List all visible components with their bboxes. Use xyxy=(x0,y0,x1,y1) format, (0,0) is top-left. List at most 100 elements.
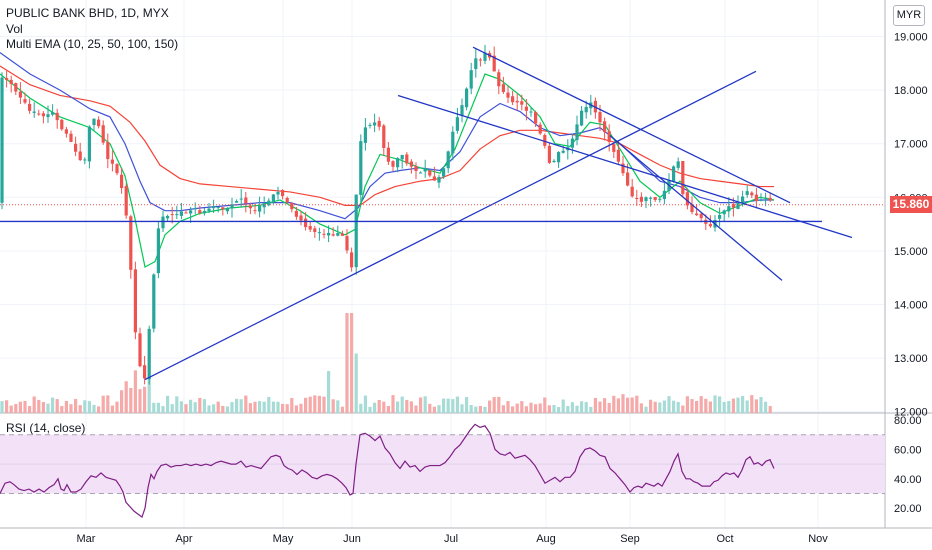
price-tick-label: 17.000 xyxy=(894,139,928,151)
volume-bar xyxy=(465,397,469,413)
volume-bar xyxy=(115,401,119,413)
volume-bar xyxy=(161,406,165,413)
volume-bar xyxy=(649,399,653,413)
rsi-legend[interactable]: RSI (14, close) xyxy=(6,421,86,435)
candle-body xyxy=(534,112,538,124)
volume-bar xyxy=(87,401,91,413)
candle-body xyxy=(658,198,662,200)
volume-bar xyxy=(396,401,400,413)
volume-bar xyxy=(202,399,206,413)
volume-bar xyxy=(727,401,731,413)
candle-body xyxy=(106,142,110,160)
candle-body xyxy=(695,213,699,216)
price-tick-label: 18.000 xyxy=(894,85,928,97)
candle-body xyxy=(699,213,703,219)
candle-body xyxy=(299,215,303,221)
candle-body xyxy=(451,131,455,154)
volume-bar xyxy=(156,402,160,413)
candle-body xyxy=(115,164,119,174)
candle-body xyxy=(313,228,317,233)
candle-body xyxy=(244,197,248,204)
volume-bar xyxy=(437,405,441,413)
candle-body xyxy=(727,206,731,212)
candle-body xyxy=(423,168,427,172)
volume-bar xyxy=(529,402,533,413)
volume-bar xyxy=(276,401,280,413)
candle-body xyxy=(331,234,335,236)
candle-body xyxy=(221,207,225,210)
volume-bar xyxy=(713,395,717,413)
volume-bar xyxy=(258,401,262,413)
candle-body xyxy=(377,120,381,127)
candle-body xyxy=(143,365,147,379)
volume-bar xyxy=(685,396,689,413)
candle-body xyxy=(97,119,101,127)
candle-body xyxy=(133,269,137,333)
candle-body xyxy=(308,226,312,230)
volume-bar xyxy=(69,404,73,413)
candle-body xyxy=(120,174,124,189)
candle-body xyxy=(483,52,487,61)
volume-bar xyxy=(147,375,151,413)
volume-bar xyxy=(239,399,243,413)
volume-bar xyxy=(584,402,588,413)
candle-body xyxy=(741,196,745,204)
volume-bar xyxy=(409,401,413,413)
volume-bar xyxy=(750,395,754,413)
volume-bar xyxy=(419,397,423,413)
volume-bar xyxy=(184,404,188,413)
volume-bar xyxy=(83,400,87,413)
volume-bar xyxy=(248,403,252,413)
volume-bar xyxy=(552,405,556,413)
candle-body xyxy=(469,70,473,89)
volume-bar xyxy=(741,396,745,413)
candle-body xyxy=(161,216,165,229)
volume-bar xyxy=(64,401,68,413)
volume-bar xyxy=(511,406,515,413)
volume-bar xyxy=(667,396,671,413)
candle-body xyxy=(230,204,234,209)
candle-body xyxy=(676,161,680,168)
candle-body xyxy=(478,59,482,61)
volume-bar xyxy=(497,396,501,413)
candle-body xyxy=(9,79,13,85)
volume-bar xyxy=(166,395,170,413)
volume-bar xyxy=(690,399,694,413)
vol-legend[interactable]: Vol xyxy=(6,21,23,36)
volume-bar xyxy=(262,401,266,413)
volume-bar xyxy=(644,406,648,413)
trendline xyxy=(397,94,853,239)
volume-bar xyxy=(207,405,211,413)
candle-body xyxy=(759,199,763,201)
last-price-tag: 15.860 xyxy=(890,196,932,213)
candle-body xyxy=(41,113,45,117)
candle-body xyxy=(455,117,459,131)
candle-body xyxy=(626,172,630,186)
candle-body xyxy=(225,208,229,212)
ema-legend[interactable]: Multi EMA (10, 25, 50, 100, 150) xyxy=(6,37,179,51)
currency-button[interactable]: MYR xyxy=(893,5,925,26)
candle-body xyxy=(644,197,648,202)
volume-bar xyxy=(718,396,722,413)
volume-bar xyxy=(566,405,570,413)
price-tick-label: 12.000 xyxy=(894,407,928,419)
volume-bar xyxy=(405,399,409,413)
candle-body xyxy=(363,127,367,143)
candle-body xyxy=(653,196,657,200)
candle-body xyxy=(442,168,446,177)
volume-bar xyxy=(92,404,96,413)
volume-bar xyxy=(676,401,680,413)
volume-bar xyxy=(271,401,275,413)
candle-body xyxy=(64,129,68,134)
symbol-title[interactable]: PUBLIC BANK BHD, 1D, MYX xyxy=(6,6,169,20)
candle-body xyxy=(465,88,469,108)
time-tick-label: Jul xyxy=(444,533,458,545)
candle-body xyxy=(129,216,133,270)
volume-bar xyxy=(55,399,59,413)
candle-body xyxy=(166,215,170,219)
candle-body xyxy=(359,141,363,195)
volume-bar xyxy=(340,406,344,413)
price-tick-label: 19.000 xyxy=(894,32,928,44)
volume-bar xyxy=(304,397,308,413)
